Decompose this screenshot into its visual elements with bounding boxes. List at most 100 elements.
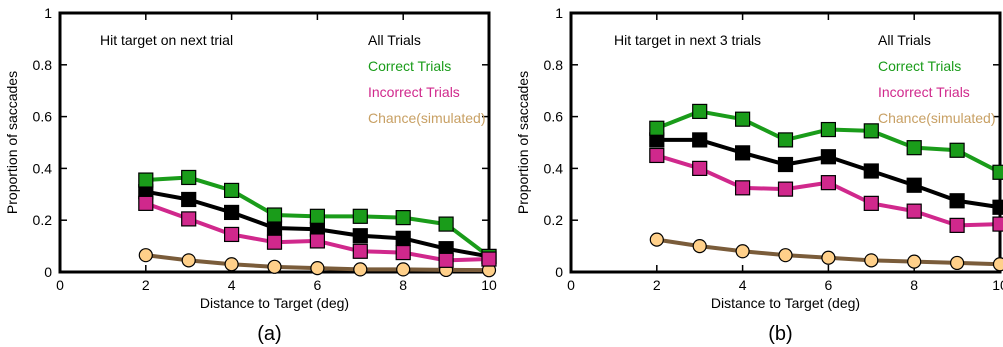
data-point bbox=[777, 156, 794, 173]
legend-entry: Incorrect Trials bbox=[368, 84, 460, 100]
y-tick-label: 1 bbox=[44, 5, 52, 21]
y-tick-label: 0.6 bbox=[544, 109, 564, 125]
y-tick-label: 1 bbox=[555, 5, 563, 21]
legend-entry: Chance(simulated) bbox=[878, 110, 996, 126]
data-point bbox=[267, 259, 282, 274]
x-tick-label: 8 bbox=[399, 277, 407, 293]
data-point bbox=[906, 177, 922, 193]
y-axis-label: Proportion of saccades bbox=[4, 71, 20, 214]
data-point bbox=[438, 216, 454, 232]
x-tick-label: 10 bbox=[992, 277, 1003, 293]
data-point bbox=[138, 172, 154, 188]
y-tick-label: 0.4 bbox=[33, 160, 53, 176]
x-tick-label: 0 bbox=[567, 277, 575, 293]
data-point bbox=[864, 253, 879, 268]
data-point bbox=[992, 216, 1003, 232]
x-tick-label: 2 bbox=[142, 277, 150, 293]
data-point bbox=[820, 175, 837, 191]
panel-label: (a) bbox=[257, 323, 281, 345]
legend-entry: Incorrect Trials bbox=[878, 84, 970, 100]
data-point bbox=[820, 121, 837, 138]
y-tick-label: 0 bbox=[555, 264, 563, 280]
data-point bbox=[992, 164, 1003, 180]
data-point bbox=[949, 193, 965, 209]
data-point bbox=[735, 244, 750, 259]
y-tick-label: 0.4 bbox=[544, 160, 564, 176]
data-point bbox=[692, 239, 707, 254]
data-point bbox=[310, 261, 325, 276]
x-axis-label: Distance to Target (deg) bbox=[200, 295, 349, 311]
data-point bbox=[820, 149, 837, 165]
data-point bbox=[353, 262, 368, 277]
data-point bbox=[395, 210, 411, 226]
x-tick-label: 6 bbox=[314, 277, 322, 293]
data-point bbox=[649, 147, 665, 164]
data-point bbox=[863, 195, 879, 211]
data-point bbox=[224, 204, 240, 221]
data-point bbox=[692, 103, 708, 120]
x-tick-label: 4 bbox=[739, 277, 747, 293]
x-axis-label: Distance to Target (deg) bbox=[711, 295, 860, 311]
data-point bbox=[181, 191, 197, 208]
y-tick-label: 0.8 bbox=[544, 57, 564, 73]
data-point bbox=[906, 140, 922, 156]
data-point bbox=[777, 181, 794, 197]
data-point bbox=[266, 207, 283, 223]
data-point bbox=[438, 252, 454, 268]
x-tick-label: 10 bbox=[481, 277, 497, 293]
data-point bbox=[309, 233, 325, 249]
y-tick-label: 0.6 bbox=[33, 109, 53, 125]
data-point bbox=[649, 232, 664, 247]
data-point bbox=[224, 226, 240, 243]
data-point bbox=[138, 248, 153, 263]
data-point bbox=[266, 220, 283, 236]
data-point bbox=[352, 208, 368, 224]
data-point bbox=[396, 262, 411, 277]
data-point bbox=[734, 145, 751, 161]
x-tick-label: 0 bbox=[56, 277, 64, 293]
legend-entry: All Trials bbox=[368, 32, 421, 48]
x-tick-label: 6 bbox=[825, 277, 833, 293]
y-tick-label: 0.2 bbox=[33, 212, 53, 228]
panel-annotation: Hit target in next 3 trials bbox=[614, 32, 761, 48]
legend-entry: Correct Trials bbox=[368, 58, 451, 74]
x-tick-label: 8 bbox=[910, 277, 918, 293]
data-point bbox=[181, 211, 197, 227]
data-point bbox=[778, 248, 793, 263]
data-point bbox=[181, 169, 197, 186]
series-line bbox=[656, 153, 1001, 228]
data-point bbox=[949, 142, 965, 158]
y-axis-label: Proportion of saccades bbox=[515, 71, 531, 214]
data-point bbox=[692, 132, 708, 148]
data-point bbox=[907, 254, 922, 269]
data-point bbox=[266, 234, 283, 250]
data-point bbox=[138, 195, 154, 211]
x-tick-label: 2 bbox=[653, 277, 661, 293]
data-point bbox=[352, 228, 368, 244]
data-point bbox=[309, 208, 325, 224]
data-point bbox=[181, 253, 196, 268]
plot-frame bbox=[569, 11, 1002, 274]
x-tick-label: 4 bbox=[228, 277, 236, 293]
data-point bbox=[863, 123, 879, 139]
data-point bbox=[224, 257, 239, 272]
data-point bbox=[395, 230, 411, 246]
data-point bbox=[949, 217, 965, 233]
data-point bbox=[481, 251, 497, 267]
data-point bbox=[692, 160, 708, 176]
y-tick-label: 0 bbox=[44, 264, 52, 280]
data-point bbox=[649, 120, 665, 136]
data-point bbox=[395, 244, 411, 261]
data-point bbox=[734, 180, 751, 196]
panel-label: (b) bbox=[768, 323, 792, 345]
data-point bbox=[734, 111, 751, 127]
y-tick-label: 0.8 bbox=[33, 57, 53, 73]
data-point bbox=[863, 163, 879, 179]
data-point bbox=[906, 203, 922, 219]
data-point bbox=[992, 199, 1003, 215]
data-point bbox=[352, 243, 368, 259]
panel-annotation: Hit target on next trial bbox=[100, 32, 233, 48]
